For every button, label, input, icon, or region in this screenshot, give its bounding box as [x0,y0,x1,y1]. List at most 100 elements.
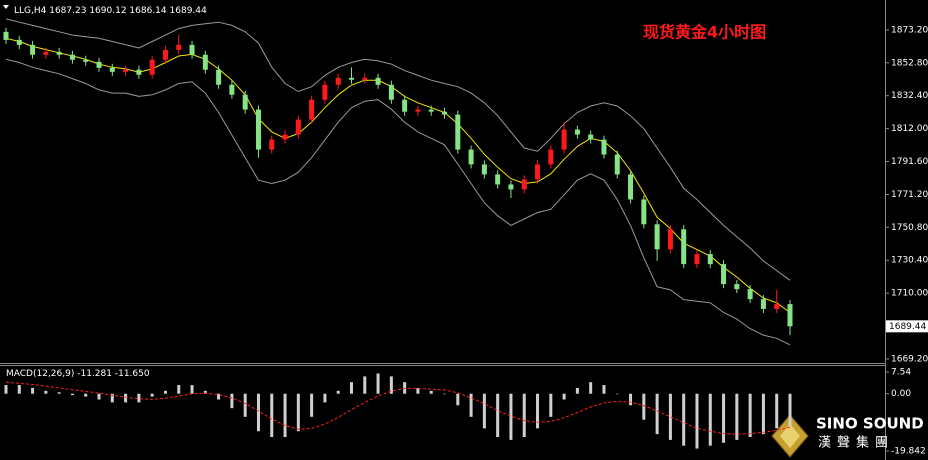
macd-bar [536,393,540,429]
macd-bar [17,385,21,394]
macd-bar [163,390,167,394]
y-tick-label: -19.842 [891,447,926,457]
macd-bar [203,390,207,394]
candle-body [628,174,634,200]
y-tick-label: 0.00 [891,389,911,399]
macd-reading: -11.281 [77,369,112,379]
candle-body [508,184,514,190]
candle-body [787,304,793,327]
macd-bar [695,393,699,449]
macd-bar [416,387,420,394]
candle-body [229,84,235,95]
y-tick-label: 1730.40 [891,256,928,266]
macd-bar [150,393,154,397]
macd-bar [668,393,672,440]
macd-bar [363,376,367,394]
candle-body [136,69,142,75]
candle-body [202,54,208,70]
macd-bar [349,382,353,394]
macd-bar [629,393,633,406]
y-tick-label: 1669.20 [891,354,928,364]
candle-body [43,51,49,55]
logo: SINO SOUND 漢聲集團 [771,414,924,458]
quote: 1686.14 [129,6,166,16]
candle-body [654,224,660,250]
macd-bar [283,393,287,438]
y-tick-label: 1791.60 [891,157,928,167]
macd-bar [443,393,447,395]
current-price-label: 1689.44 [889,322,926,332]
candle-body [707,254,713,265]
candle-body [481,164,487,175]
macd-bar [575,387,579,394]
candle-body [747,289,753,300]
candle-body [468,149,474,165]
candle-body [574,129,580,135]
candle-body [123,69,129,72]
candle-body [455,114,461,150]
macd-bar [496,393,500,438]
macd-bar [615,393,619,395]
macd-bar [722,393,726,443]
candle-body [681,229,687,265]
candle-body [667,229,673,250]
y-tick-label: 1852.80 [891,58,928,68]
candle-body [30,44,36,55]
candle-body [641,199,647,225]
macd-bar [469,393,473,417]
macd-reading: -11.650 [115,369,150,379]
macd-bar [4,385,8,394]
candle-body [561,129,567,150]
macd-bar [602,385,606,394]
macd-header: MACD(12,26,9) -11.281 -11.650 [6,369,150,379]
macd-bar [177,385,181,394]
macd-bar [124,393,128,403]
macd-bar [190,385,194,394]
macd-bar [482,393,486,429]
candle-body [760,299,766,309]
macd-bar [57,392,61,394]
chart-title: 现货黄金4小时图 [643,23,766,42]
candle-body [176,44,182,50]
candle-body [428,109,434,112]
macd-bar [655,393,659,435]
macd-bar [509,393,513,440]
candle-body [774,304,780,309]
macd-bar [137,393,141,403]
indicator-line [5,18,791,281]
candle-body [3,31,9,40]
macd-bar [456,393,460,406]
y-tick-label: 1710.00 [891,289,928,299]
candle-body [255,109,261,150]
candle-body [309,99,315,120]
menu-arrow [3,5,9,9]
y-tick-label: 1873.20 [891,25,928,35]
indicator-line [5,58,791,346]
macd-bar [44,390,48,394]
candle-body [415,109,421,112]
candle-body [388,84,394,100]
candle-body [149,59,155,75]
candle-body [242,94,248,110]
macd-bar [589,382,593,394]
candle-body [56,51,62,55]
candle-body [734,284,740,290]
macd-bar [522,393,526,438]
symbol: LLG,H4 [14,6,47,16]
candle-body [535,164,541,180]
y-tick-label: 1812.00 [891,124,928,134]
macd-bar [217,393,221,400]
macd-bar [256,393,260,432]
macd-bar [31,387,35,394]
candle-body [721,264,727,285]
quote: 1687.23 [49,6,86,16]
current-price-box [886,320,928,333]
macd-bar [323,393,327,403]
signal-line [5,381,791,435]
macd-bar [84,393,88,397]
candle-body [588,134,594,140]
y-tick-label: 7.54 [891,367,911,377]
macd-bar [549,393,553,417]
macd-bar [296,393,300,432]
